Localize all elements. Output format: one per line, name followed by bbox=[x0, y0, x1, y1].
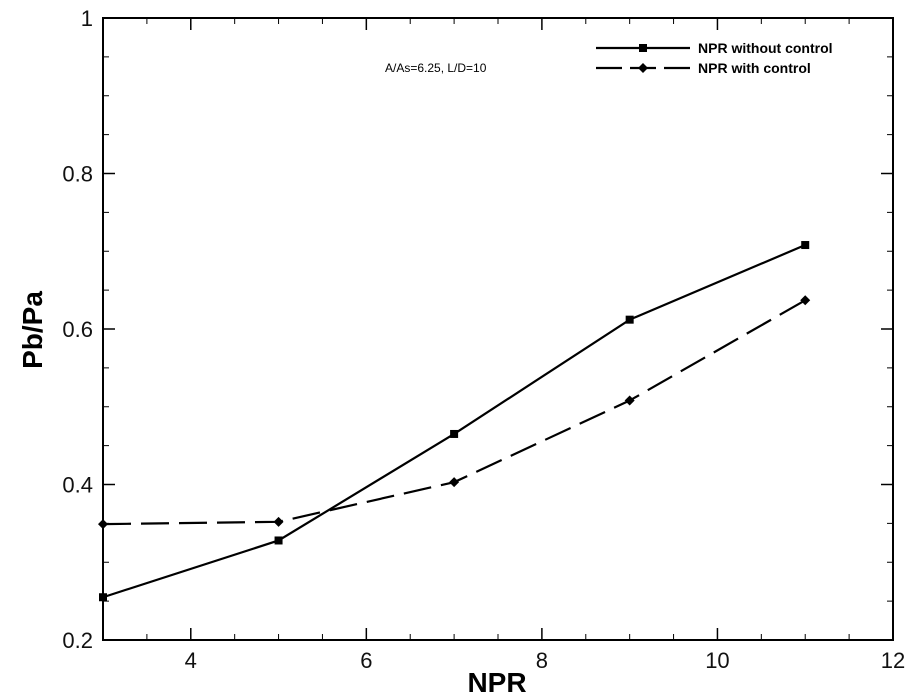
legend-label: NPR without control bbox=[698, 40, 833, 56]
y-axis-title: Pb/Pa bbox=[17, 291, 48, 369]
data-point bbox=[99, 593, 107, 602]
y-tick-label: 0.6 bbox=[62, 317, 93, 342]
data-point bbox=[625, 315, 634, 324]
x-tick-label: 6 bbox=[360, 648, 372, 673]
data-point bbox=[449, 477, 460, 488]
data-point bbox=[273, 516, 284, 527]
data-point bbox=[800, 295, 811, 306]
x-tick-label: 12 bbox=[881, 648, 905, 673]
legend: NPR without control NPR with control bbox=[596, 40, 833, 76]
plot-border bbox=[102, 17, 894, 641]
x-tick-label: 4 bbox=[185, 648, 197, 673]
legend-item: NPR with control bbox=[596, 60, 811, 76]
series-1 bbox=[99, 241, 810, 602]
data-point bbox=[274, 536, 283, 545]
x-axis-title: NPR bbox=[467, 667, 526, 695]
legend-marker bbox=[639, 44, 647, 52]
legend-label: NPR with control bbox=[698, 60, 811, 76]
series-layer bbox=[98, 241, 811, 602]
plot-frame bbox=[102, 17, 894, 641]
data-point bbox=[801, 241, 810, 250]
x-tick-label: 8 bbox=[536, 648, 548, 673]
y-tick-label: 0.8 bbox=[62, 162, 93, 187]
series-line bbox=[102, 244, 806, 599]
data-point bbox=[450, 429, 459, 438]
x-tick-label: 10 bbox=[705, 648, 729, 673]
axis-ticks: 4 6 8 10 12 0.2 0.4 0.6 0.8 1 bbox=[62, 6, 905, 673]
legend-marker bbox=[638, 63, 648, 73]
data-point bbox=[98, 519, 108, 530]
y-tick-label: 0.4 bbox=[62, 473, 93, 498]
data-point bbox=[624, 395, 635, 406]
y-tick-label: 0.2 bbox=[62, 628, 93, 653]
series-line bbox=[102, 299, 806, 526]
chart-annotation: A/As=6.25, L/D=10 bbox=[385, 61, 487, 75]
y-tick-label: 1 bbox=[81, 6, 93, 31]
series-2 bbox=[98, 295, 811, 530]
legend-item: NPR without control bbox=[596, 40, 833, 56]
